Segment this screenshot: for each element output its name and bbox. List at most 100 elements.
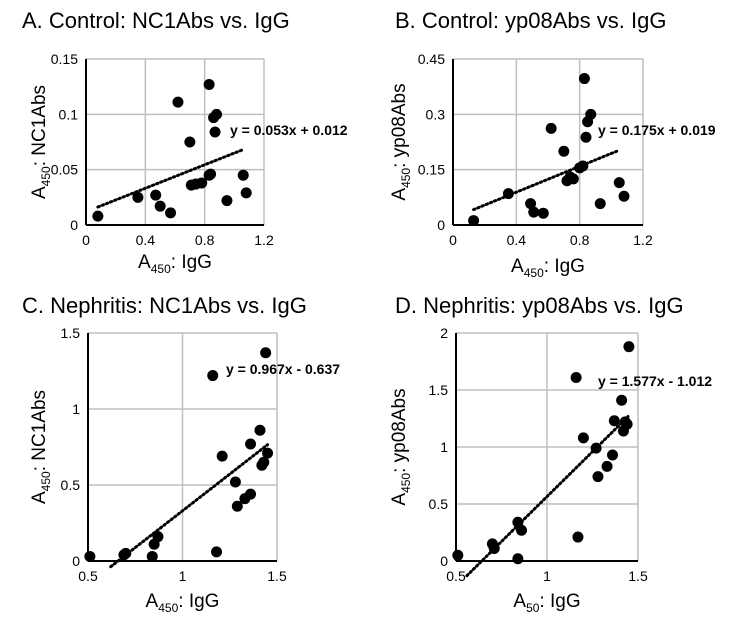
x-axis-label-subscript: 50 bbox=[526, 601, 540, 615]
data-point bbox=[262, 447, 274, 459]
y-tick-label: 0 bbox=[440, 553, 448, 569]
x-tick-label: 1.2 bbox=[254, 232, 274, 248]
data-point bbox=[154, 200, 166, 212]
trendline-equation: y = 0.175x + 0.019 bbox=[598, 122, 716, 138]
data-point bbox=[594, 198, 606, 210]
y-tick-label: 0 bbox=[72, 553, 80, 569]
data-point bbox=[592, 471, 604, 483]
panel-a: A. Control: NC1Abs vs. IgG 0 0.4 0.8 1.2 0 0.0… bbox=[22, 8, 348, 276]
data-point bbox=[231, 500, 243, 512]
data-point bbox=[585, 108, 597, 120]
data-point bbox=[488, 542, 500, 554]
data-point bbox=[608, 415, 620, 427]
x-axis-label: A450: IgG bbox=[138, 252, 212, 276]
x-tick-label: 0.4 bbox=[136, 232, 156, 248]
y-tick-label: 0.15 bbox=[418, 162, 445, 178]
data-point bbox=[570, 371, 582, 383]
y-tick-label: 0 bbox=[70, 217, 78, 233]
data-point bbox=[452, 549, 464, 561]
data-point bbox=[528, 206, 540, 218]
data-point bbox=[245, 488, 257, 500]
x-tick-label: 0.8 bbox=[195, 232, 215, 248]
data-point bbox=[211, 546, 223, 558]
data-point bbox=[623, 341, 635, 353]
y-axis-label-suffix: : yp08Abs bbox=[389, 388, 410, 473]
trendline-equation: y = 0.053x + 0.012 bbox=[230, 122, 348, 138]
y-tick-label: 2 bbox=[440, 325, 448, 341]
data-point bbox=[165, 207, 177, 219]
y-tick-label: 0.5 bbox=[429, 496, 449, 512]
x-axis-label: A450: IgG bbox=[511, 256, 585, 280]
y-tick-label: 0.15 bbox=[51, 51, 78, 67]
y-axis-label-subscript: 450 bbox=[399, 473, 413, 493]
panel-title: D. Nephritis: yp08Abs vs. IgG bbox=[395, 293, 684, 318]
x-axis-label-subscript: 450 bbox=[524, 266, 544, 280]
y-tick-label: 1.5 bbox=[429, 382, 449, 398]
y-axis-label: A450: yp08Abs bbox=[389, 388, 413, 505]
trendline-equation: y = 0.967x - 0.637 bbox=[226, 361, 340, 377]
y-tick-label: 0.3 bbox=[426, 106, 446, 122]
y-tick-label: 1 bbox=[72, 401, 80, 417]
panel-b: B. Control: yp08Abs vs. IgG 0 0.4 0.8 1.2 0 0.… bbox=[389, 8, 716, 280]
data-point bbox=[196, 177, 208, 189]
y-tick-label: 0.1 bbox=[59, 106, 79, 122]
x-tick-label: 0.5 bbox=[78, 568, 98, 584]
data-point bbox=[258, 456, 270, 468]
data-point bbox=[150, 189, 162, 201]
data-point bbox=[613, 177, 625, 189]
x-axis-label-subscript: 450 bbox=[158, 601, 178, 615]
data-point bbox=[146, 550, 158, 562]
data-point bbox=[577, 160, 589, 172]
data-point bbox=[240, 187, 252, 199]
x-axis-label: A450: IgG bbox=[146, 591, 220, 615]
data-point bbox=[577, 432, 589, 444]
data-point bbox=[203, 78, 215, 90]
panel-title: C. Nephritis: NC1Abs vs. IgG bbox=[22, 293, 307, 318]
data-point bbox=[237, 169, 249, 181]
y-axis-label-suffix: : NC1Abs bbox=[29, 85, 50, 166]
x-tick-label: 0 bbox=[82, 232, 90, 248]
data-point bbox=[621, 418, 633, 430]
y-axis-label-prefix: A bbox=[29, 186, 50, 199]
x-axis-label-prefix: A bbox=[513, 591, 526, 612]
data-point bbox=[209, 126, 221, 138]
y-axis-label-prefix: A bbox=[389, 493, 410, 506]
data-point bbox=[590, 442, 602, 454]
y-tick-label: 1.5 bbox=[61, 325, 81, 341]
data-point bbox=[254, 424, 266, 436]
data-point bbox=[229, 476, 241, 488]
data-point bbox=[184, 136, 196, 148]
panel-title: A. Control: NC1Abs vs. IgG bbox=[22, 8, 290, 33]
x-axis-label-subscript: 450 bbox=[151, 262, 171, 276]
data-point bbox=[172, 96, 184, 108]
y-axis-label: A450: yp08Abs bbox=[389, 83, 413, 200]
x-axis-label-prefix: A bbox=[511, 256, 524, 277]
data-point bbox=[572, 531, 584, 543]
data-point bbox=[216, 450, 228, 462]
x-axis-label-suffix: : IgG bbox=[178, 591, 219, 612]
y-axis-label: A450: NC1Abs bbox=[29, 85, 53, 199]
x-tick-label: 0.4 bbox=[507, 232, 527, 248]
y-axis-label-prefix: A bbox=[389, 188, 410, 201]
data-point bbox=[260, 347, 272, 359]
y-axis-label: A450: NC1Abs bbox=[29, 390, 53, 504]
x-tick-label: 0.8 bbox=[570, 232, 590, 248]
x-tick-label: 1 bbox=[543, 568, 551, 584]
data-point bbox=[512, 553, 524, 565]
x-tick-label: 1.5 bbox=[267, 568, 287, 584]
trendline-equation: y = 1.577x - 1.012 bbox=[598, 373, 712, 389]
data-point bbox=[601, 460, 613, 472]
y-axis-label-prefix: A bbox=[29, 491, 50, 504]
x-axis-label-prefix: A bbox=[138, 252, 151, 273]
data-point bbox=[516, 524, 528, 536]
data-point bbox=[132, 191, 144, 203]
x-axis-label: A50: IgG bbox=[513, 591, 580, 615]
x-axis-label-suffix: : IgG bbox=[171, 252, 212, 273]
trendline bbox=[472, 148, 621, 212]
data-point bbox=[221, 195, 233, 207]
data-point bbox=[152, 531, 164, 543]
data-point bbox=[537, 207, 549, 219]
